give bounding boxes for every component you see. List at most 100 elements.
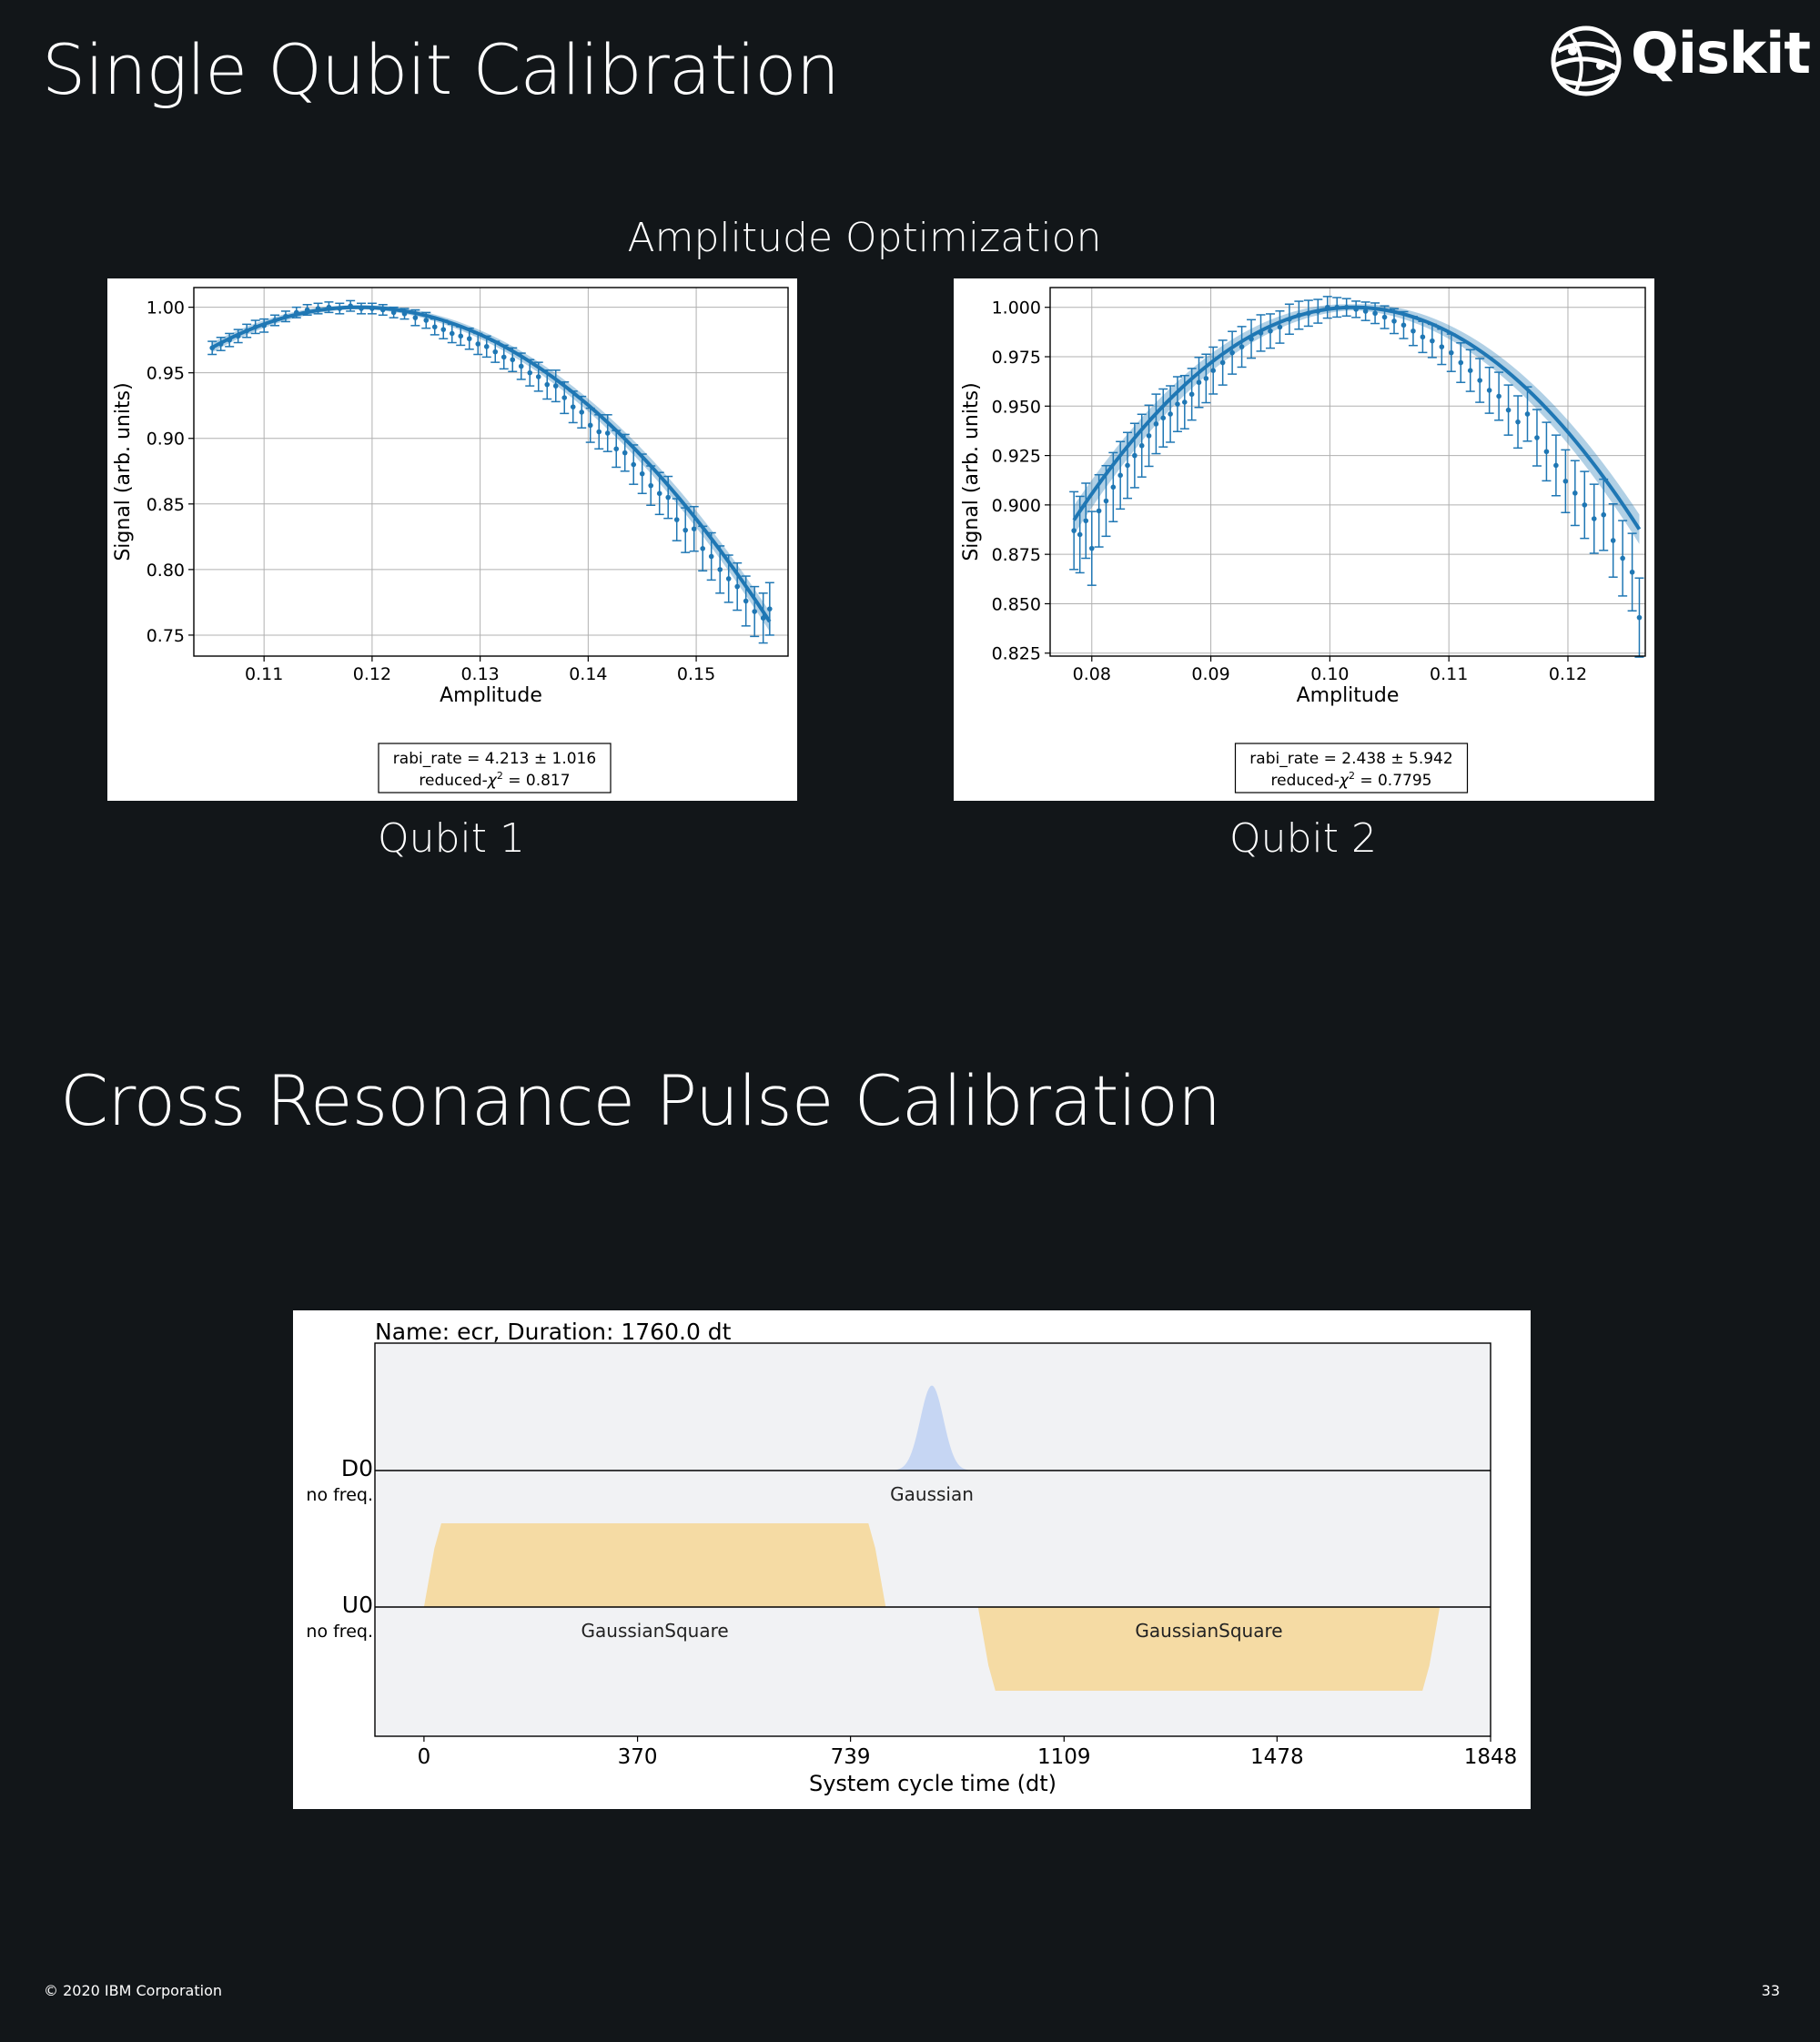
data-point [1219,359,1226,366]
data-point [379,307,386,313]
data-point [390,309,397,316]
data-point [1601,511,1607,518]
reduced-chi2-value: = 0.817 [503,772,571,790]
data-point [656,490,662,497]
y-tick-label: 0.90 [147,430,185,450]
data-point [1277,324,1283,330]
reduced-chi2-value: = 0.7795 [1355,772,1432,790]
channel-label-d0: D0 [341,1455,373,1481]
data-point [604,430,611,436]
x-tick-label: 0.13 [460,664,499,684]
x-tick-label: 0 [418,1745,431,1769]
data-point [1448,349,1454,356]
y-tick-label: 0.85 [147,495,185,515]
data-point [244,328,249,334]
fit-confidence-band [1074,304,1640,544]
data-point [1477,378,1482,383]
data-point [475,341,481,347]
data-point [725,576,732,581]
chi-symbol: χ [1339,772,1350,790]
y-axis-label: Signal (arb. units) [112,382,135,561]
data-point [466,336,472,342]
pulse-label: GaussianSquare [581,1620,729,1642]
x-tick-label: 0.12 [353,664,391,684]
data-point [760,615,766,622]
x-tick-label: 1478 [1250,1745,1304,1769]
gaussian-square-pulse [977,1607,1441,1691]
data-point [596,429,602,435]
footer-copyright: © 2020 IBM Corporation [44,1982,222,1999]
chi-symbol: χ [487,772,498,790]
schedule-frame [374,1342,1491,1737]
y-tick-label: 0.80 [147,561,185,581]
rabi-rate-text: rabi_rate = 2.438 ± 5.942 [1249,750,1452,768]
fit-curve [211,305,772,623]
reduced-chi2-prefix: reduced- [419,772,487,790]
data-point [1138,442,1145,449]
data-point [682,527,689,533]
data-point [1306,310,1311,317]
data-point [1572,490,1578,496]
data-point [1287,316,1292,322]
data-point [1071,528,1077,533]
x-tick-label: 0.11 [245,664,283,684]
data-point [1125,462,1130,469]
data-point [752,609,757,614]
data-point [1458,359,1464,366]
y-tick-label: 0.875 [992,545,1041,565]
data-point [1467,368,1473,374]
data-point [1175,401,1180,407]
data-point [227,337,232,343]
y-tick-label: 0.900 [992,496,1041,516]
rabi-rate-text: rabi_rate = 4.213 ± 1.016 [393,750,596,768]
data-point [449,330,455,337]
gaussian-square-pulse [423,1523,886,1607]
x-tick-label: 370 [618,1745,658,1769]
data-point [1439,344,1445,349]
data-point [1077,531,1083,538]
x-tick-label: 0.15 [677,664,715,684]
fit-result-box [1234,743,1469,794]
data-point [1381,314,1388,320]
data-point [401,311,408,317]
data-point [1420,334,1426,340]
data-point [1268,328,1273,334]
data-point [665,494,672,500]
data-point [552,383,559,389]
data-point [492,349,499,355]
chart-group-title: Amplitude Optimization [627,215,1102,261]
data-point [1210,368,1216,374]
gaussian-pulse [885,1385,978,1471]
y-tick-label: 0.975 [992,348,1041,368]
data-point [743,598,749,604]
data-point [1153,421,1159,427]
data-point [359,306,364,311]
data-point [1083,518,1089,524]
data-point [1117,472,1123,479]
x-tick-label: 1848 [1464,1745,1518,1769]
section-title-cross-resonance: Cross Resonance Pulse Calibration [60,1060,1221,1141]
data-point [1353,307,1359,312]
reduced-chi2-text: reduced-χ2 = 0.817 [419,770,570,790]
chi-superscript: 2 [497,770,503,782]
data-point [1400,322,1407,329]
data-point [326,304,332,310]
data-point [261,322,267,329]
y-axis-label: Signal (arb. units) [960,382,983,561]
data-point [1629,569,1635,575]
y-tick-label: 1.000 [992,298,1041,318]
data-point [510,357,516,363]
data-point [544,381,551,388]
qiskit-sphere-icon [1551,25,1622,96]
qubit1-amplitude-chart: 0.11 0.12 0.13 0.14 0.15 0.75 0.80 0.85 0.90 0.95… [107,278,797,801]
pulse-label: Gaussian [890,1483,974,1505]
y-tick-label: 0.925 [992,447,1041,467]
data-point [1486,388,1492,393]
data-point [535,374,541,379]
data-point [1239,344,1245,349]
data-point [348,303,353,308]
data-point [1110,484,1117,490]
data-point [734,583,740,590]
qubit2-chart-svg: 0.08 0.09 0.10 0.11 0.12 0.825 0.850 0.875 0.900… [960,287,1646,794]
data-point [1315,308,1321,314]
